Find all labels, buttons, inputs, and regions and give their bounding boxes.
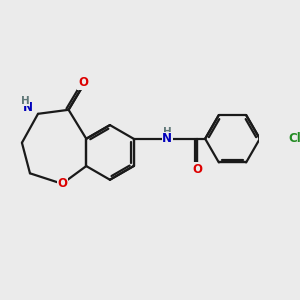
- Text: O: O: [57, 177, 67, 190]
- Text: O: O: [192, 163, 202, 176]
- Text: N: N: [162, 132, 172, 145]
- Text: H: H: [21, 96, 29, 106]
- Text: Cl: Cl: [289, 132, 300, 145]
- Text: N: N: [23, 101, 33, 114]
- Text: H: H: [163, 127, 172, 136]
- Text: O: O: [78, 76, 88, 89]
